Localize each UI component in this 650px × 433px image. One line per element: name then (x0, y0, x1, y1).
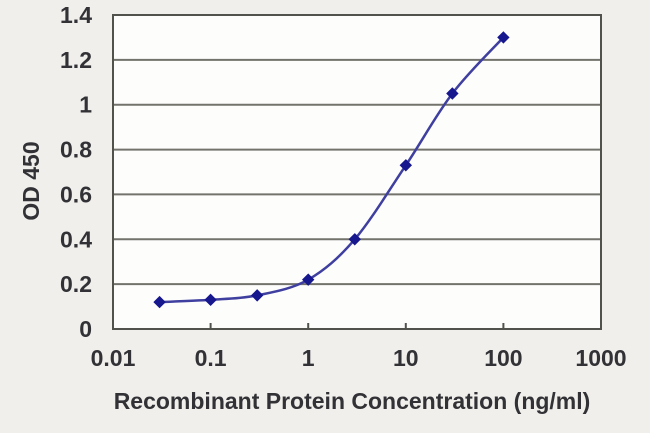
x-tick-label: 1000 (575, 345, 626, 371)
y-tick-label: 0.2 (60, 271, 92, 297)
y-tick-label: 1.4 (60, 2, 92, 28)
data-point-marker (399, 159, 413, 172)
plot-frame (112, 14, 602, 330)
data-point-marker (250, 289, 264, 302)
plot-background (113, 15, 601, 329)
data-point-marker (497, 31, 510, 44)
y-tick-label: 0.6 (60, 181, 92, 207)
x-tick-label: 0.1 (195, 345, 227, 371)
x-axis-title: Recombinant Protein Concentration (ng/ml… (113, 388, 591, 414)
y-tick-label: 0 (79, 316, 92, 342)
data-point-marker (446, 87, 459, 100)
y-tick-label: 0.4 (60, 226, 92, 252)
x-tick-label: 1 (302, 345, 315, 371)
data-point-marker (301, 273, 315, 286)
x-tick-label: 0.01 (91, 345, 136, 371)
x-tick-label: 10 (393, 345, 419, 371)
x-tick-label: 100 (484, 345, 522, 371)
y-tick-label: 1 (79, 92, 92, 118)
data-point-marker (348, 233, 361, 246)
y-axis-title: OD 450 (18, 141, 44, 221)
data-point-marker (204, 293, 217, 307)
y-tick-label: 0.8 (60, 137, 92, 163)
data-point-marker (153, 295, 166, 309)
y-tick-label: 1.2 (60, 47, 92, 73)
